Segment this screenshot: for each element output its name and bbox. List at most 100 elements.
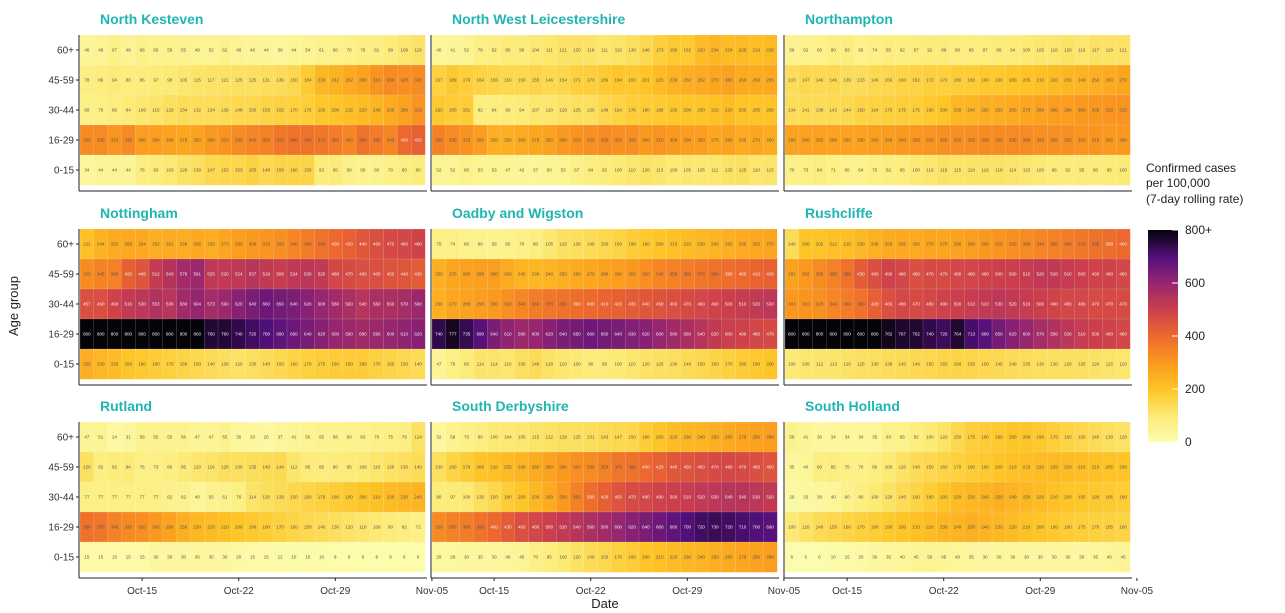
cell-value-label: 480	[926, 302, 934, 307]
cell-value-label: 520	[1009, 302, 1017, 307]
cell-value-label: 440	[670, 465, 678, 470]
cell-value-label: 143	[601, 435, 609, 440]
cell-value-label: 69	[347, 168, 353, 173]
cell-value-label: 125	[573, 435, 581, 440]
cell-value-label: 380	[290, 138, 298, 143]
cell-value-label: 210	[490, 465, 498, 470]
cell-value-label: 74	[450, 242, 456, 247]
cell-value-label: 66	[464, 168, 470, 173]
cell-value-label: 60	[374, 168, 380, 173]
cell-value-label: 180	[926, 495, 934, 500]
legend-tick-label: 200	[1185, 382, 1205, 396]
cell-value-label: 113	[830, 362, 838, 367]
cell-value-label: 520	[221, 272, 229, 277]
cell-value-label: 350	[573, 495, 581, 500]
panel-title: Northampton	[805, 11, 893, 27]
cell-value-label: 200	[899, 525, 907, 530]
cell-value-label: 120	[885, 495, 893, 500]
cell-value-label: 55	[153, 435, 159, 440]
cell-value-label: 519	[263, 272, 271, 277]
cell-value-label: 480	[1078, 302, 1086, 307]
y-tick-label: 60+	[57, 46, 74, 57]
cell-value-label: 186	[656, 108, 664, 113]
cell-value-label: 224	[725, 48, 733, 53]
cell-value-label: 94	[1010, 48, 1016, 53]
cell-value-label: 220	[725, 108, 733, 113]
cell-value-label: 230	[995, 525, 1003, 530]
cell-value-label: 67	[112, 48, 118, 53]
cell-value-label: 92	[927, 48, 933, 53]
cell-value-label: 510	[968, 302, 976, 307]
cell-value-label: 270	[532, 138, 540, 143]
cell-value-label: 200	[1119, 465, 1127, 470]
cell-value-label: 210	[656, 555, 664, 560]
cell-value-label: 135	[249, 465, 257, 470]
cell-value-label: 240	[518, 272, 526, 277]
cell-value-label: 105	[684, 168, 692, 173]
cell-value-label: 320	[628, 138, 636, 143]
cell-value-label: 178	[463, 465, 471, 470]
cell-value-label: 171	[573, 78, 581, 83]
cell-value-label: 300	[1078, 108, 1086, 113]
legend-title-line-2: per 100,000	[1146, 176, 1210, 190]
cell-value-label: 350	[1050, 242, 1058, 247]
cell-value-label: 190	[670, 48, 678, 53]
cell-value-label: 420	[414, 138, 422, 143]
cell-value-label: 710	[739, 525, 747, 530]
cell-value-label: 85	[969, 48, 975, 53]
cell-value-label: 110	[1078, 48, 1086, 53]
cell-value-label: 140	[414, 465, 422, 470]
cell-value-label: 50	[547, 168, 553, 173]
cell-value-label: 100	[1037, 168, 1045, 173]
cell-value-label: 50	[305, 435, 311, 440]
cell-value-label: 266	[194, 242, 202, 247]
cell-value-label: 140	[263, 465, 271, 470]
cell-value-label: 110	[629, 168, 637, 173]
cell-value-label: 176	[628, 108, 636, 113]
cell-value-label: 190	[995, 78, 1003, 83]
cell-value-label: 77	[112, 495, 118, 500]
y-tick-label: 16-29	[48, 136, 74, 147]
y-tick-label: 45-59	[48, 76, 74, 87]
cell-value-label: 230	[318, 78, 326, 83]
cell-value-label: 320	[573, 465, 581, 470]
cell-value-label: 290	[885, 138, 893, 143]
cell-value-label: 420	[871, 302, 879, 307]
cell-value-label: 150	[194, 362, 202, 367]
cell-value-label: 100	[373, 525, 381, 530]
y-tick-label: 45-59	[48, 463, 74, 474]
cell-value-label: 134	[207, 108, 215, 113]
cell-value-label: 320	[615, 138, 623, 143]
cell-value-label: 480	[697, 302, 705, 307]
cell-value-label: 350	[601, 465, 609, 470]
panel-rushcliffe: Rushcliffe 140 200 202 212 215 230 245 260 265 260…	[783, 205, 1132, 386]
cell-value-label: 200	[766, 362, 774, 367]
cell-value-label: 170	[857, 525, 865, 530]
cell-value-label: 400	[401, 138, 409, 143]
cell-value-label: 360	[1064, 242, 1072, 247]
cell-value-label: 260	[725, 555, 733, 560]
cell-value-label: 240	[1009, 495, 1017, 500]
cell-value-label: 380	[1092, 242, 1100, 247]
cell-value-label: 150	[249, 108, 257, 113]
cell-value-label: 150	[697, 362, 705, 367]
cell-value-label: 15	[84, 555, 90, 560]
cell-value-label: 30	[1065, 555, 1071, 560]
cell-value-label: 114	[477, 362, 485, 367]
cell-value-label: 280	[166, 138, 174, 143]
cell-value-label: 110	[753, 168, 761, 173]
cell-value-label: 6	[818, 555, 821, 560]
cell-value-label: 320	[1064, 138, 1072, 143]
cell-value-label: 490	[1106, 272, 1114, 277]
cell-value-label: 59	[153, 48, 159, 53]
cell-value-label: 313	[1119, 108, 1127, 113]
cell-value-label: 290	[152, 138, 160, 143]
legend-tick-label: 800+	[1185, 223, 1212, 237]
cell-value-label: 76	[236, 495, 242, 500]
cell-value-label: 130	[1050, 362, 1058, 367]
cell-value-label: 600	[1023, 332, 1031, 337]
cell-value-label: 640	[642, 525, 650, 530]
cell-value-label: 300	[1106, 138, 1114, 143]
cell-value-label: 55	[181, 48, 187, 53]
